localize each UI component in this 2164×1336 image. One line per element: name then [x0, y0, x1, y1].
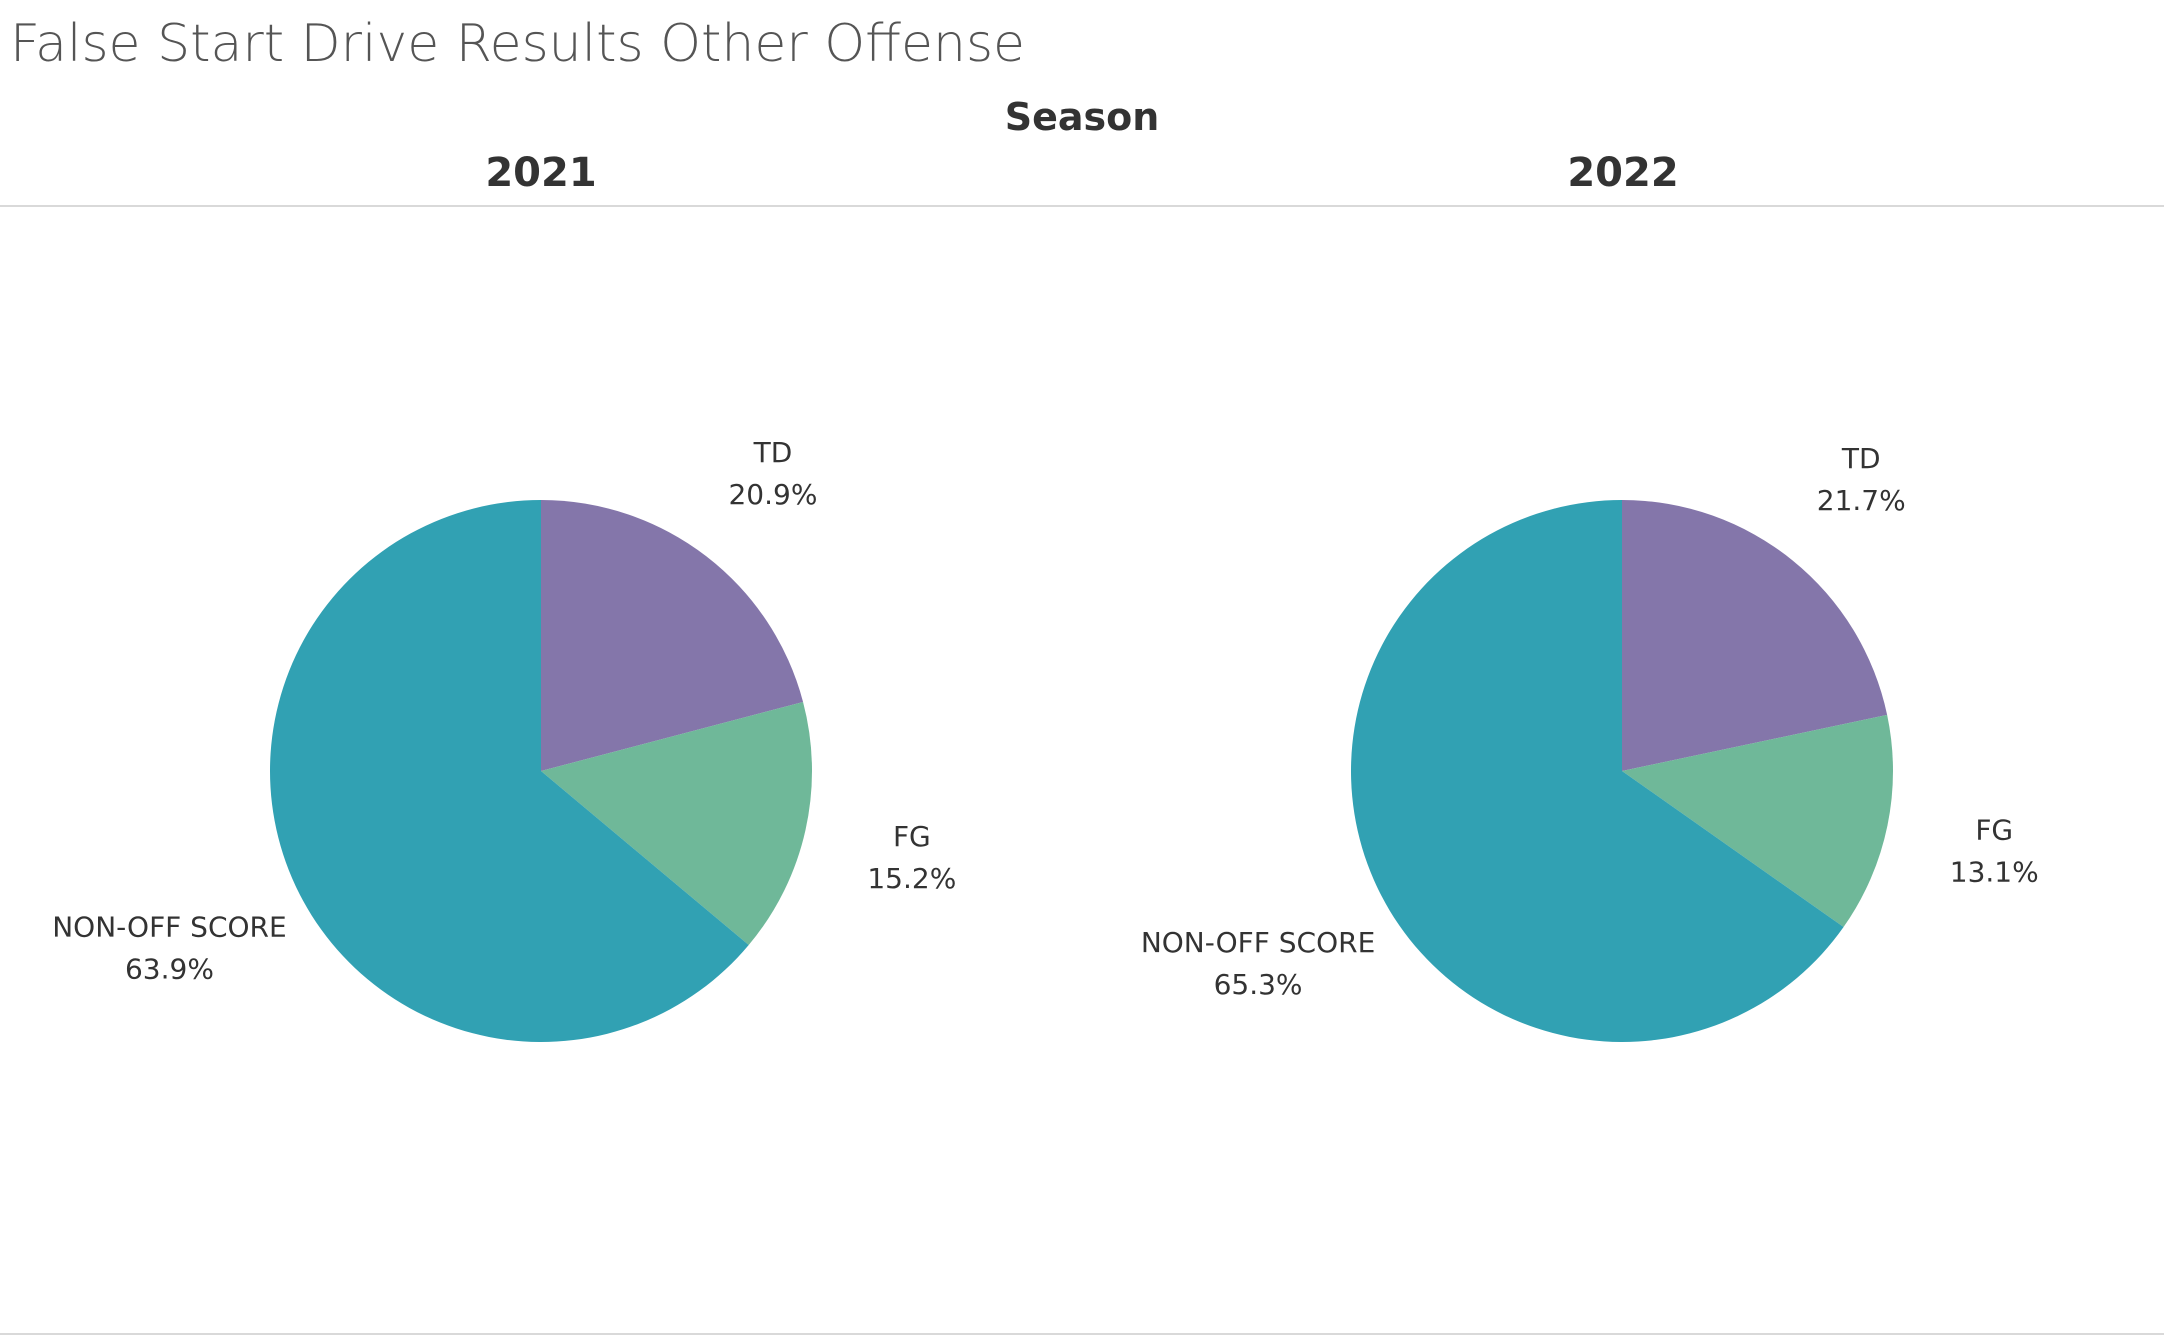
header-divider	[0, 205, 2164, 207]
slice-value-label: 21.7%	[1817, 484, 1906, 517]
slice-value-label: 15.2%	[867, 862, 956, 895]
slice-label: TD	[1841, 442, 1881, 475]
slice-value-label: 13.1%	[1950, 855, 2039, 888]
slice-value-label: 63.9%	[125, 952, 214, 985]
column-header-2022: 2022	[1567, 150, 1679, 196]
slice-value-label: 65.3%	[1214, 968, 1303, 1001]
slice-label: NON-OFF SCORE	[52, 910, 286, 943]
slice-value-label: 20.9%	[728, 478, 817, 511]
pie-slice-td[interactable]	[541, 500, 804, 771]
pie-2021: TD 20.9% FG 15.2% NON-OFF SCORE 63.9%	[52, 436, 956, 1042]
pie-slice-fg[interactable]	[1622, 714, 1893, 928]
slice-label: NON-OFF SCORE	[1141, 926, 1375, 959]
pie-slice-non-off-score[interactable]	[270, 500, 749, 1042]
column-header-2021: 2021	[485, 150, 597, 196]
pie-slice-td[interactable]	[1622, 500, 1888, 771]
pie-2022: TD 21.7% FG 13.1% NON-OFF SCORE 65.3%	[1141, 442, 2039, 1042]
bottom-divider	[0, 1333, 2164, 1335]
facet-header-season: Season	[1004, 95, 1160, 139]
slice-label: TD	[753, 436, 793, 469]
pie-slice-fg[interactable]	[541, 701, 812, 946]
slice-label: FG	[1975, 813, 2013, 846]
slice-label: FG	[893, 820, 931, 853]
pie-slice-non-off-score[interactable]	[1350, 500, 1844, 1042]
chart-title: False Start Drive Results Other Offense	[10, 14, 1026, 74]
